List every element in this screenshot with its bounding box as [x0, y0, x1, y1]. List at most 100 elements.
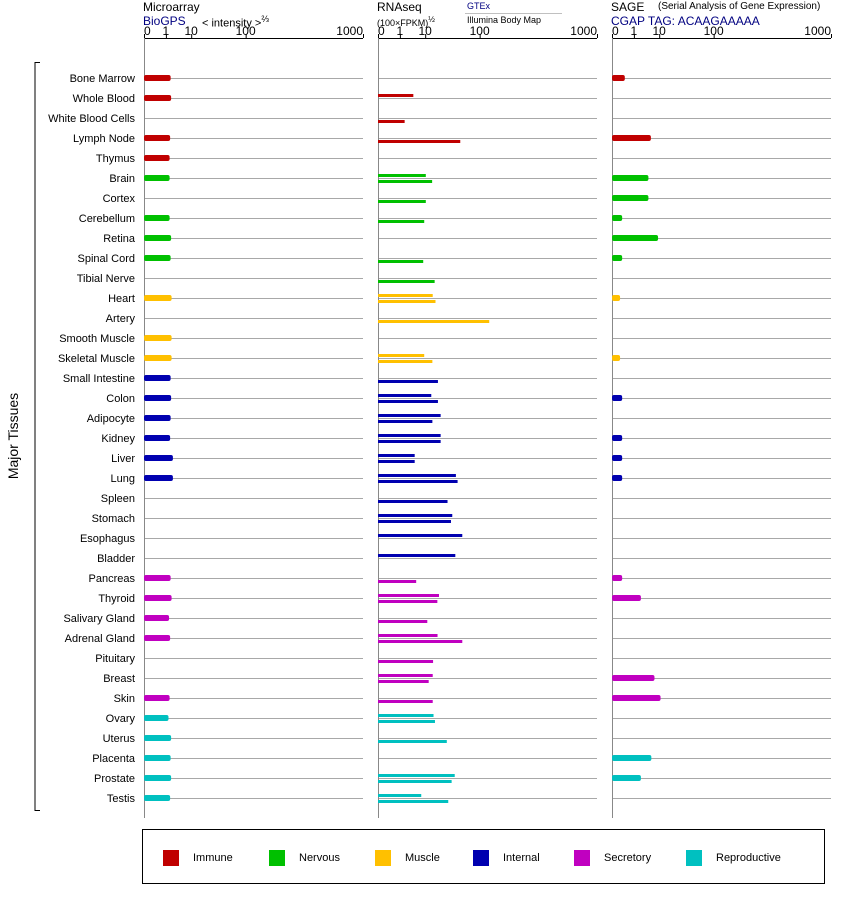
- legend: Immune Nervous Muscle Internal Secretory…: [142, 829, 825, 884]
- gtex-bar: [378, 794, 422, 797]
- x-tick-label: 0: [144, 24, 151, 38]
- illumina-bar: [378, 280, 435, 283]
- illumina-bar: [378, 700, 433, 703]
- microarray-bar: [144, 255, 171, 261]
- tissue-label: Lung: [111, 473, 135, 485]
- microarray-bar: [144, 615, 170, 621]
- tissue-label: Brain: [109, 173, 135, 185]
- sage-bar: [612, 575, 623, 581]
- microarray-bar: [144, 95, 172, 101]
- illumina-bar: [378, 660, 434, 663]
- illumina-bar: [378, 680, 429, 683]
- illumina-bar: [378, 600, 438, 603]
- gtex-bar: [378, 714, 434, 717]
- microarray-bar: [144, 755, 171, 761]
- tissue-label: Cerebellum: [79, 213, 135, 225]
- illumina-bar: [378, 620, 428, 623]
- legend-label: Muscle: [405, 852, 440, 864]
- legend-label: Secretory: [604, 852, 652, 864]
- illumina-bar: [378, 740, 447, 743]
- tissue-label: Placenta: [92, 753, 136, 765]
- tissue-label: Cortex: [103, 193, 136, 205]
- legend-swatch: [269, 850, 285, 866]
- illumina-bar: [378, 520, 451, 523]
- sage-bar: [612, 135, 651, 141]
- y-axis-bracket: [34, 62, 40, 811]
- illumina-bar: [378, 180, 433, 183]
- legend-label: Reproductive: [716, 852, 781, 864]
- microarray-bar: [144, 155, 170, 161]
- illumina-bar: [378, 580, 417, 583]
- legend-item-internal: Internal: [473, 850, 540, 866]
- illumina-bar: [378, 260, 424, 263]
- illumina-source-label: Illumina Body Map: [467, 15, 542, 25]
- gtex-bar: [378, 414, 441, 417]
- microarray-title: Microarray: [143, 0, 200, 14]
- x-tick-label: 1: [163, 24, 170, 38]
- x-tick-label: 100: [704, 24, 724, 38]
- rnaseq-title: RNAseq: [377, 0, 422, 14]
- rnaseq-subtitle: (100×FPKM)½: [377, 16, 435, 28]
- x-tick-label: 1: [397, 24, 404, 38]
- microarray-bar: [144, 735, 172, 741]
- gtex-bar: [378, 394, 432, 397]
- illumina-bar: [378, 200, 426, 203]
- tissue-label: Skin: [114, 693, 135, 705]
- gtex-bar: [378, 354, 425, 357]
- legend-swatch: [473, 850, 489, 866]
- sage-bar: [612, 695, 661, 701]
- microarray-bar: [144, 775, 172, 781]
- tissue-label: Smooth Muscle: [59, 333, 135, 345]
- x-tick-label: 1000: [804, 24, 831, 38]
- source-divider: [465, 13, 562, 14]
- legend-item-secretory: Secretory: [574, 850, 651, 866]
- illumina-bar: [378, 320, 490, 323]
- x-tick-label: 10: [185, 24, 199, 38]
- gtex-bar: [378, 534, 463, 537]
- legend-label: Nervous: [299, 852, 340, 864]
- tissue-label: Adipocyte: [87, 413, 135, 425]
- legend-item-immune: Immune: [163, 850, 233, 866]
- legend-item-reproductive: Reproductive: [686, 850, 781, 866]
- tissue-label: Lymph Node: [73, 133, 135, 145]
- gtex-bar: [378, 94, 414, 97]
- legend-label: Immune: [193, 852, 233, 864]
- tissue-label: Uterus: [103, 733, 136, 745]
- legend-swatch: [163, 850, 179, 866]
- gtex-bar: [378, 634, 438, 637]
- tissue-label: Liver: [111, 453, 135, 465]
- gtex-bar: [378, 174, 426, 177]
- microarray-bar: [144, 295, 172, 301]
- legend-label: Internal: [503, 852, 540, 864]
- gtex-bar: [378, 774, 455, 777]
- tissue-label: Heart: [108, 293, 135, 305]
- scale-label-text: < intensity >: [202, 17, 262, 30]
- tissue-label: Thymus: [96, 153, 136, 165]
- microarray-subtitle: BioGPS: [143, 14, 186, 28]
- sage-bar: [612, 455, 623, 461]
- illumina-bar: [378, 360, 433, 363]
- sage-subtitle: CGAP TAG: ACAAGAAAAA: [611, 14, 760, 28]
- gtex-bar: [378, 454, 415, 457]
- sage-bar: [612, 255, 623, 261]
- x-tick-label: 10: [419, 24, 433, 38]
- gtex-bar: [378, 294, 433, 297]
- sage-bar: [612, 475, 623, 481]
- tissue-label: Tibial Nerve: [77, 273, 135, 285]
- microarray-bar: [144, 335, 172, 341]
- microarray-bar: [144, 695, 170, 701]
- tissue-label: Retina: [103, 233, 136, 245]
- illumina-bar: [378, 220, 425, 223]
- sage-bar: [612, 435, 623, 441]
- x-tick-label: 1: [631, 24, 638, 38]
- tissue-label: White Blood Cells: [48, 113, 135, 125]
- illumina-bar: [378, 380, 438, 383]
- legend-item-nervous: Nervous: [269, 850, 340, 866]
- tissue-label: Esophagus: [80, 533, 136, 545]
- sage-bar: [612, 355, 621, 361]
- tissue-label: Salivary Gland: [63, 613, 135, 625]
- illumina-bar: [378, 420, 433, 423]
- gtex-bar: [378, 594, 439, 597]
